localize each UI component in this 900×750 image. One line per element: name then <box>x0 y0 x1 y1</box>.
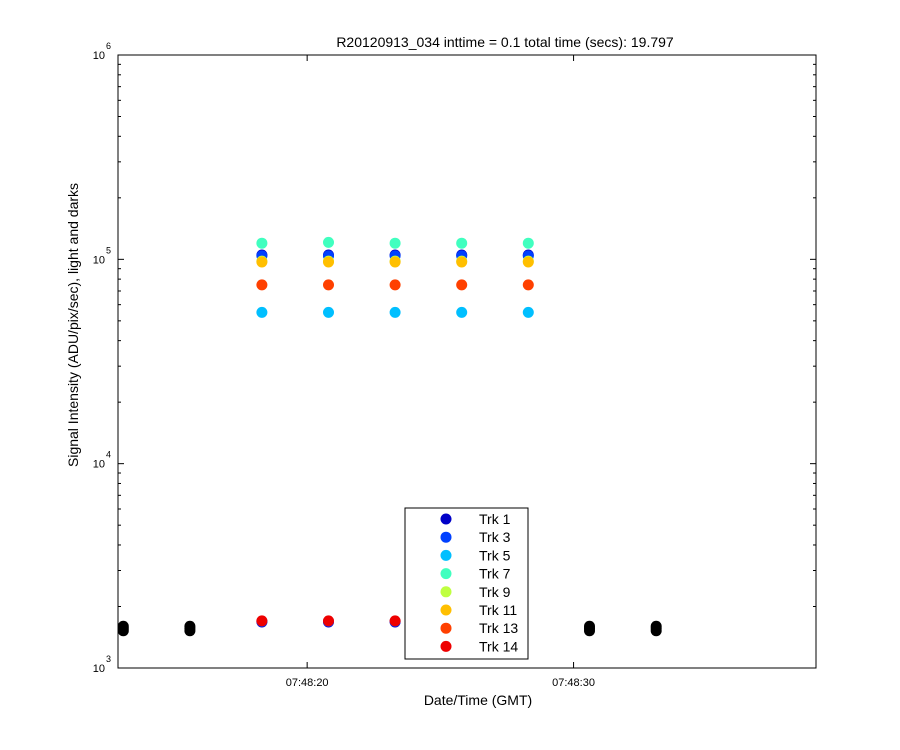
data-point <box>456 279 468 291</box>
data-point <box>389 256 401 268</box>
data-point <box>584 620 595 632</box>
data-point <box>184 620 196 632</box>
legend-label: Trk 1 <box>479 511 511 527</box>
data-points <box>117 236 662 637</box>
legend-label: Trk 7 <box>479 566 511 582</box>
legend-marker <box>440 568 452 580</box>
legend: Trk 1 Trk 3 Trk 5 Trk 7 Trk 9 Trk 11 Trk 13 Trk… <box>404 507 529 660</box>
data-point <box>256 256 268 268</box>
legend-label: Trk 9 <box>479 584 511 600</box>
data-point <box>522 306 534 318</box>
legend-marker <box>440 586 452 598</box>
x-tick-label: 07:48:20 <box>286 677 329 689</box>
data-point <box>117 620 129 632</box>
y-tick-exponent: 3 <box>106 654 111 664</box>
data-point <box>256 306 268 318</box>
data-point <box>522 256 534 268</box>
x-tick-label: 07:48:30 <box>552 677 595 689</box>
data-point <box>389 615 401 627</box>
y-tick-label: 10 <box>93 663 105 675</box>
data-point <box>456 237 468 249</box>
y-tick-label: 10 <box>93 459 105 471</box>
legend-label: Trk 11 <box>479 602 517 618</box>
data-point <box>323 306 334 318</box>
legend-marker <box>440 549 452 561</box>
data-point <box>522 237 534 249</box>
y-tick-label: 10 <box>93 50 105 62</box>
data-point <box>389 306 401 318</box>
data-point <box>389 237 401 249</box>
legend-label: Trk 3 <box>479 529 511 545</box>
chart-title: R20120913_034 inttime = 0.1 total time (… <box>336 34 674 50</box>
legend-marker <box>440 604 452 616</box>
data-point <box>256 237 268 249</box>
y-tick-label: 10 <box>93 254 105 266</box>
y-tick-exponent: 4 <box>106 450 111 460</box>
legend-label: Trk 13 <box>479 620 518 636</box>
data-point <box>256 615 268 627</box>
legend-marker <box>440 531 452 543</box>
y-tick-exponent: 5 <box>106 245 111 255</box>
data-point <box>456 256 468 268</box>
data-point <box>389 279 401 291</box>
legend-label: Trk 14 <box>479 638 518 654</box>
y-tick-exponent: 6 <box>106 41 111 51</box>
data-point <box>522 279 534 291</box>
y-axis-label: Signal Intensity (ADU/pix/sec), light an… <box>65 183 81 467</box>
data-point <box>456 306 468 318</box>
data-point <box>323 279 334 291</box>
data-point <box>323 615 334 627</box>
legend-marker <box>440 513 452 525</box>
data-point <box>256 279 268 291</box>
x-axis: 07:48:20 07:48:30 <box>286 55 595 689</box>
legend-marker <box>440 622 452 634</box>
data-point <box>323 236 334 248</box>
legend-box <box>404 507 529 660</box>
data-point <box>650 620 662 632</box>
legend-marker <box>440 640 452 652</box>
data-point <box>323 256 334 268</box>
x-axis-label: Date/Time (GMT) <box>424 692 532 708</box>
legend-label: Trk 5 <box>479 547 511 563</box>
